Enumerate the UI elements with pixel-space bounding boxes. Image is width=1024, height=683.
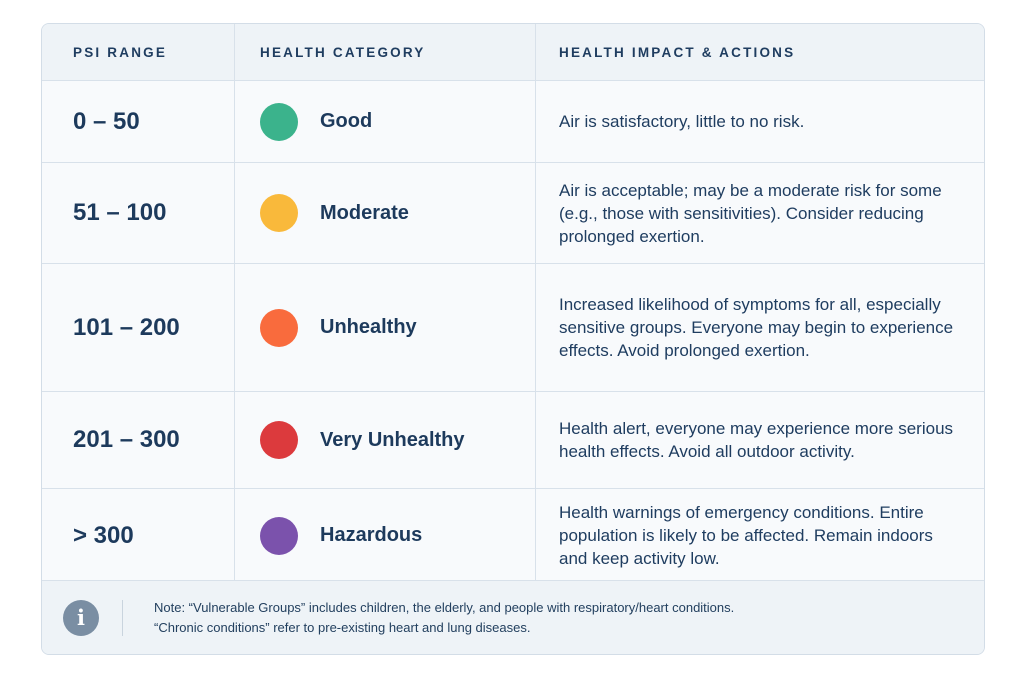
category-color-dot — [260, 194, 298, 232]
footnote-text: Note: “Vulnerable Groups” includes child… — [154, 598, 734, 638]
psi-range-value: 101 – 200 — [73, 313, 180, 341]
table-row-impact: Air is satisfactory, little to no risk. — [536, 81, 984, 163]
psi-table-card: PSI RANGE HEALTH CATEGORY HEALTH IMPACT … — [41, 23, 985, 655]
psi-range-value: 51 – 100 — [73, 199, 167, 226]
psi-range-value: 201 – 300 — [73, 426, 180, 453]
category-color-dot — [260, 421, 298, 459]
table-row-category: Unhealthy — [235, 264, 536, 392]
table-row-category: Very Unhealthy — [235, 392, 536, 489]
info-icon: i — [63, 599, 99, 636]
header-health-category: HEALTH CATEGORY — [235, 24, 536, 81]
category-color-dot — [260, 308, 298, 347]
table-row-category: Moderate — [235, 163, 536, 264]
header-health-impact-label: HEALTH IMPACT & ACTIONS — [559, 44, 796, 60]
impact-text: Health warnings of emergency conditions.… — [559, 503, 933, 568]
table-row-category: Hazardous — [235, 489, 536, 582]
category-color-dot — [260, 102, 298, 141]
category-label: Moderate — [320, 201, 409, 224]
psi-range-value: 0 – 50 — [73, 107, 140, 135]
impact-text: Air is acceptable; may be a moderate ris… — [559, 180, 942, 246]
table-row-range: 51 – 100 — [42, 163, 235, 264]
impact-text: Health alert, everyone may experience mo… — [559, 419, 954, 461]
psi-range-value: > 300 — [73, 521, 134, 549]
table-row-impact: Health alert, everyone may experience mo… — [536, 392, 984, 489]
info-icon-glyph: i — [77, 605, 85, 630]
category-label: Very Unhealthy — [320, 428, 465, 451]
psi-table: PSI RANGE HEALTH CATEGORY HEALTH IMPACT … — [42, 24, 984, 582]
footnote-line-2: “Chronic conditions” refer to pre-existi… — [154, 619, 531, 635]
table-row-range: 101 – 200 — [42, 264, 235, 392]
table-row-impact: Air is acceptable; may be a moderate ris… — [536, 163, 984, 264]
table-row-impact: Increased likelihood of symptoms for all… — [536, 264, 984, 392]
header-health-impact: HEALTH IMPACT & ACTIONS — [536, 24, 984, 81]
category-color-dot — [260, 516, 298, 555]
table-row-range: 201 – 300 — [42, 392, 235, 489]
header-health-category-label: HEALTH CATEGORY — [260, 44, 426, 60]
footnote-bar: i Note: “Vulnerable Groups” includes chi… — [42, 580, 984, 654]
table-row-range: 0 – 50 — [42, 81, 235, 163]
footnote-line-1: Note: “Vulnerable Groups” includes child… — [154, 599, 735, 615]
category-label: Hazardous — [320, 524, 423, 546]
header-psi-range: PSI RANGE — [42, 24, 235, 81]
category-label: Good — [320, 110, 373, 132]
table-row-impact: Health warnings of emergency conditions.… — [536, 489, 984, 582]
header-psi-range-label: PSI RANGE — [73, 44, 168, 60]
footnote-divider — [122, 599, 123, 636]
category-label: Unhealthy — [320, 316, 417, 338]
table-row-category: Good — [235, 81, 536, 163]
impact-text: Increased likelihood of symptoms for all… — [559, 295, 954, 360]
impact-text: Air is satisfactory, little to no risk. — [559, 112, 805, 131]
table-row-range: > 300 — [42, 489, 235, 582]
